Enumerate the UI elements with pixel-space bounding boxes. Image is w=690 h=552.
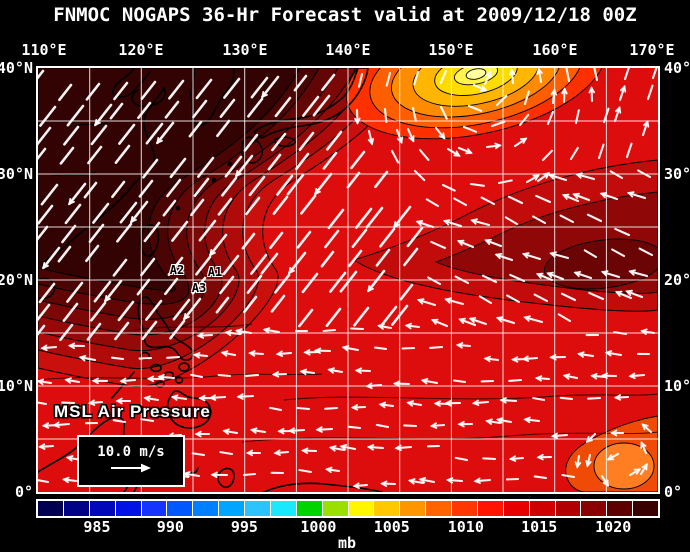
coastline-honshu (253, 68, 369, 139)
colorbar-cell (348, 501, 374, 516)
colorbar-cell (296, 501, 322, 516)
colorbar-cell (529, 501, 555, 516)
pressure-colorbar (36, 499, 660, 518)
colorbar-cell (322, 501, 348, 516)
colorbar-tick: 1015 (521, 518, 558, 536)
colorbar-tick: 1010 (447, 518, 484, 536)
coastline-newguinea (263, 482, 383, 492)
storm-marker-a2: A2 (169, 263, 185, 277)
colorbar-cell (167, 501, 193, 516)
storm-marker-a1: A1 (207, 265, 223, 279)
lat-label-right: 20°N (664, 271, 690, 289)
colorbar-cell (503, 501, 529, 516)
river-yellow (73, 121, 109, 127)
colorbar-cell (63, 501, 89, 516)
lat-label-left: 40°N (0, 59, 33, 77)
colorbar-cell (607, 501, 633, 516)
colorbar-cell (38, 501, 63, 516)
pressure-map: MSL Air Pressure A2 A1 A3 10.0 m/s (36, 66, 660, 494)
island-leyte (174, 376, 184, 384)
island-ryukyu-3 (211, 177, 217, 183)
colorbar-cell (452, 501, 477, 516)
coastline-halmahera (217, 467, 235, 489)
lon-label: 140°E (325, 41, 371, 59)
island-ryukyu-4 (227, 161, 233, 167)
colorbar-tick: 985 (83, 518, 111, 536)
storm-marker-a3: A3 (191, 281, 207, 295)
colorbar-cell (426, 501, 451, 516)
lat-label-left: 30°N (0, 165, 33, 183)
coastline-korea (190, 68, 235, 126)
island-ryukyu-1 (175, 205, 181, 211)
lon-label: 170°E (629, 41, 675, 59)
coastline-kyushu (240, 136, 264, 164)
island-samar (178, 362, 190, 372)
colorbar-cell (374, 501, 400, 516)
colorbar-cell (141, 501, 167, 516)
field-label: MSL Air Pressure (54, 402, 211, 421)
wind-scale-arrow-icon (111, 463, 151, 473)
colorbar-cell (633, 501, 658, 516)
lon-label: 150°E (428, 41, 474, 59)
river-yangtze (51, 171, 97, 177)
lat-label-left: 20°N (0, 271, 33, 289)
colorbar-tick: 1020 (595, 518, 632, 536)
colorbar-cell (555, 501, 581, 516)
colorbar-tick-labels: 985 990 995 1000 1005 1010 1015 1020 (36, 518, 658, 536)
lon-label: 160°E (532, 41, 578, 59)
colorbar-tick: 1000 (300, 518, 337, 536)
island-mindoro (139, 351, 151, 361)
colorbar-cell (115, 501, 141, 516)
colorbar-cell (89, 501, 115, 516)
colorbar-cell (193, 501, 219, 516)
colorbar-tick: 1005 (373, 518, 410, 536)
lon-label: 130°E (222, 41, 268, 59)
wind-scale-legend: 10.0 m/s (77, 435, 185, 487)
colorbar-cell (245, 501, 270, 516)
colorbar-cell (477, 501, 503, 516)
coastline-china (41, 87, 165, 265)
colorbar-cell (581, 501, 607, 516)
lat-label-left: 10°N (0, 377, 33, 395)
lat-label-left: 0° (14, 483, 33, 501)
wind-vectors (38, 68, 658, 489)
wind-scale-value: 10.0 m/s (97, 444, 165, 460)
lat-label-right: 30°N (664, 165, 690, 183)
pressure-field-canvas (38, 68, 658, 492)
lon-label: 110°E (21, 41, 67, 59)
lat-label-right: 10°N (664, 377, 690, 395)
lon-label: 120°E (118, 41, 164, 59)
graticule (38, 68, 658, 492)
lat-label-right: 40°N (664, 59, 690, 77)
lat-label-right: 0° (664, 483, 683, 501)
island-visayas-3 (155, 380, 165, 388)
colorbar-tick: 995 (230, 518, 258, 536)
island-visayas-1 (150, 363, 162, 373)
colorbar-tick: 990 (156, 518, 184, 536)
coastline-mindanao (166, 390, 212, 429)
colorbar-cell (219, 501, 244, 516)
coastline-palawan (111, 371, 135, 399)
colorbar-cell (400, 501, 426, 516)
colorbar-cell (270, 501, 296, 516)
page-title: FNMOC NOGAPS 36-Hr Forecast valid at 200… (53, 4, 637, 26)
colorbar-unit: mb (337, 534, 357, 552)
